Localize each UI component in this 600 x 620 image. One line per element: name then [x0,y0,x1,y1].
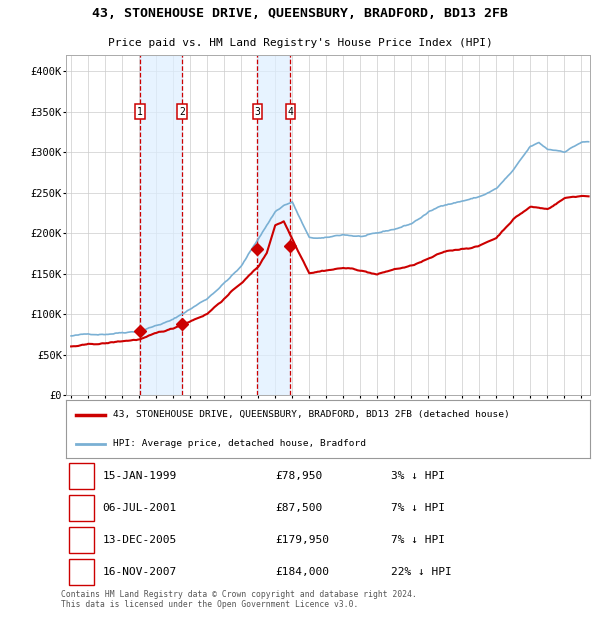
Text: £78,950: £78,950 [275,471,323,481]
Text: 22% ↓ HPI: 22% ↓ HPI [391,567,452,577]
Text: HPI: Average price, detached house, Bradford: HPI: Average price, detached house, Brad… [113,439,366,448]
Text: 43, STONEHOUSE DRIVE, QUEENSBURY, BRADFORD, BD13 2FB (detached house): 43, STONEHOUSE DRIVE, QUEENSBURY, BRADFO… [113,410,510,419]
Bar [140,55,182,395]
Text: Price paid vs. HM Land Registry's House Price Index (HPI): Price paid vs. HM Land Registry's House … [107,38,493,48]
Text: 7% ↓ HPI: 7% ↓ HPI [391,503,445,513]
Bar [68,559,94,585]
Text: 43, STONEHOUSE DRIVE, QUEENSBURY, BRADFORD, BD13 2FB: 43, STONEHOUSE DRIVE, QUEENSBURY, BRADFO… [92,7,508,20]
Bar [68,463,94,489]
Text: 1: 1 [78,471,85,481]
Text: 3: 3 [254,107,260,117]
Text: 15-JAN-1999: 15-JAN-1999 [103,471,177,481]
Text: 2: 2 [78,503,85,513]
Bar [68,495,94,521]
Text: 1: 1 [137,107,143,117]
Bar [257,55,290,395]
Text: 16-NOV-2007: 16-NOV-2007 [103,567,177,577]
Text: 06-JUL-2001: 06-JUL-2001 [103,503,177,513]
Text: £87,500: £87,500 [275,503,323,513]
Bar [135,104,145,119]
Text: £184,000: £184,000 [275,567,329,577]
Text: 4: 4 [287,107,293,117]
Text: 3% ↓ HPI: 3% ↓ HPI [391,471,445,481]
Bar [286,104,295,119]
Bar [68,527,94,553]
Bar [177,104,187,119]
Text: 2: 2 [179,107,185,117]
Text: £179,950: £179,950 [275,535,329,545]
Text: 13-DEC-2005: 13-DEC-2005 [103,535,177,545]
Text: 3: 3 [78,535,85,545]
Text: Contains HM Land Registry data © Crown copyright and database right 2024.
This d: Contains HM Land Registry data © Crown c… [61,590,417,609]
Text: 7% ↓ HPI: 7% ↓ HPI [391,535,445,545]
Bar [253,104,262,119]
Text: 4: 4 [78,567,85,577]
